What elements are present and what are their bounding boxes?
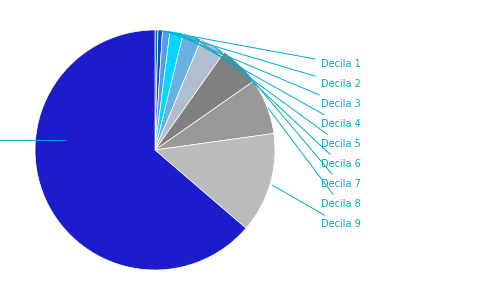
Text: Decila 5: Decila 5: [194, 38, 360, 149]
Wedge shape: [155, 31, 184, 150]
Text: Decila 1: Decila 1: [159, 31, 360, 69]
Text: Decila 6: Decila 6: [215, 47, 360, 169]
Wedge shape: [155, 30, 170, 150]
Wedge shape: [155, 33, 202, 150]
Text: Decila 10: Decila 10: [0, 135, 66, 146]
Wedge shape: [35, 30, 246, 270]
Wedge shape: [155, 52, 254, 150]
Wedge shape: [155, 30, 158, 150]
Text: Decila 9: Decila 9: [272, 185, 360, 230]
Text: Decila 8: Decila 8: [268, 108, 360, 209]
Wedge shape: [155, 134, 275, 228]
Text: Decila 3: Decila 3: [169, 32, 360, 109]
Wedge shape: [155, 39, 224, 150]
Text: Decila 2: Decila 2: [163, 31, 360, 89]
Text: Decila 4: Decila 4: [179, 33, 360, 129]
Wedge shape: [155, 81, 274, 150]
Wedge shape: [155, 30, 162, 150]
Text: Decila 7: Decila 7: [242, 68, 360, 189]
